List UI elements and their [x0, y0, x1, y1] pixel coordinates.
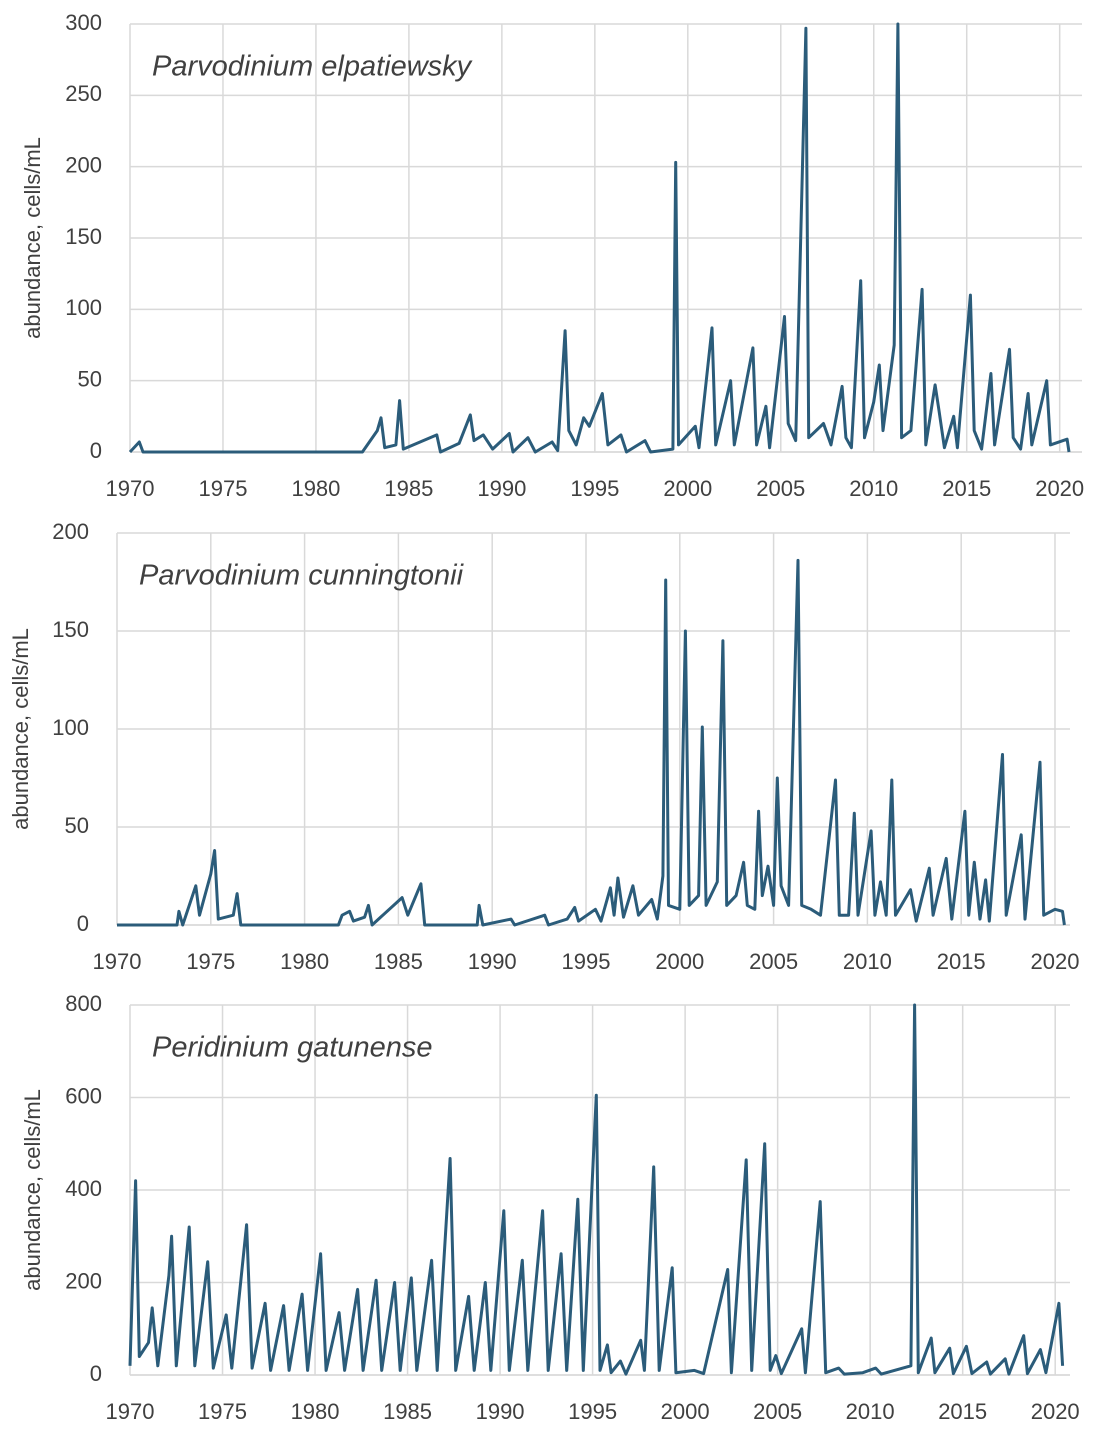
y-tick-label: 150	[65, 224, 102, 249]
x-tick-label: 2020	[1031, 1399, 1080, 1424]
x-tick-label: 2020	[1031, 949, 1080, 974]
y-tick-label: 50	[78, 366, 102, 391]
x-tick-label: 2015	[937, 949, 986, 974]
y-tick-label: 0	[77, 911, 89, 936]
y-tick-label: 200	[65, 152, 102, 177]
x-tick-label: 2005	[756, 476, 805, 501]
x-tick-label: 2010	[846, 1399, 895, 1424]
y-tick-label: 250	[65, 81, 102, 106]
x-tick-label: 1995	[562, 949, 611, 974]
y-axis-label: abundance, cells/mL	[20, 137, 45, 339]
x-tick-label: 1980	[291, 1399, 340, 1424]
y-axis-label: abundance, cells/mL	[20, 1089, 45, 1291]
y-tick-label: 600	[65, 1083, 102, 1108]
x-tick-label: 2000	[663, 476, 712, 501]
x-tick-label: 2010	[843, 949, 892, 974]
chart-title: Parvodinium cunningtonii	[139, 560, 465, 592]
x-tick-label: 1995	[570, 476, 619, 501]
x-tick-label: 1970	[93, 949, 142, 974]
x-tick-label: 1975	[186, 949, 235, 974]
x-tick-label: 1985	[374, 949, 423, 974]
x-tick-label: 1975	[198, 476, 247, 501]
y-tick-label: 800	[65, 991, 102, 1016]
x-tick-label: 2010	[849, 476, 898, 501]
x-tick-label: 1985	[383, 1399, 432, 1424]
x-tick-label: 1990	[476, 1399, 525, 1424]
chart-title: Peridinium gatunense	[152, 1032, 433, 1064]
y-tick-label: 150	[52, 617, 89, 642]
x-tick-label: 1995	[568, 1399, 617, 1424]
y-tick-label: 100	[52, 715, 89, 740]
x-tick-label: 1990	[468, 949, 517, 974]
y-tick-label: 200	[65, 1268, 102, 1293]
data-line	[117, 558, 1066, 927]
x-tick-label: 1975	[198, 1399, 247, 1424]
y-tick-label: 0	[90, 1361, 102, 1386]
x-tick-label: 1990	[477, 476, 526, 501]
x-tick-label: 2015	[938, 1399, 987, 1424]
y-tick-label: 0	[90, 438, 102, 463]
y-tick-label: 300	[65, 10, 102, 35]
chart-title: Parvodinium elpatiewsky	[152, 51, 473, 83]
x-tick-label: 1980	[291, 476, 340, 501]
x-tick-label: 2015	[942, 476, 991, 501]
x-tick-label: 1985	[384, 476, 433, 501]
x-tick-label: 1980	[280, 949, 329, 974]
data-line	[128, 22, 1071, 454]
x-tick-label: 1970	[106, 476, 155, 501]
data-line	[128, 1003, 1065, 1376]
y-tick-label: 400	[65, 1176, 102, 1201]
y-tick-label: 100	[65, 295, 102, 320]
x-tick-label: 2005	[753, 1399, 802, 1424]
y-tick-label: 200	[52, 519, 89, 544]
x-tick-label: 2005	[749, 949, 798, 974]
y-axis-label: abundance, cells/mL	[8, 628, 33, 830]
x-tick-label: 2020	[1035, 476, 1084, 501]
y-tick-label: 50	[65, 813, 89, 838]
x-tick-label: 2000	[661, 1399, 710, 1424]
x-tick-label: 1970	[106, 1399, 155, 1424]
x-tick-label: 2000	[655, 949, 704, 974]
